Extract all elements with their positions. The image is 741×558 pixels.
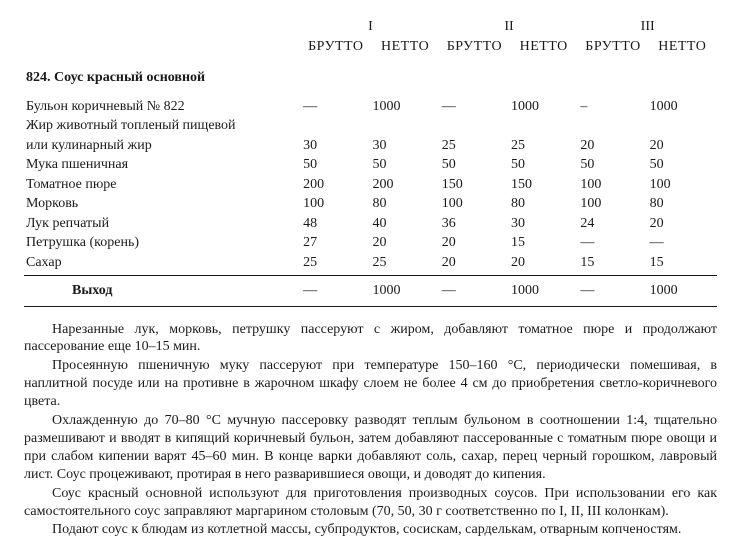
ingredient-value: 200 [301, 175, 370, 195]
yield-value: 1000 [648, 276, 717, 307]
yield-label: Выход [24, 276, 301, 307]
ingredient-value: 50 [370, 155, 439, 175]
recipe-title: 824. Соус красный основной [24, 63, 717, 97]
ingredient-row: Морковь100801008010080 [24, 194, 717, 214]
ingredient-value [578, 116, 647, 136]
ingredient-value: 100 [578, 175, 647, 195]
ingredient-value [440, 116, 509, 136]
instruction-paragraph: Охлажденную до 70–80 °С мучную пассеровк… [24, 412, 717, 484]
instruction-paragraph: Подают соус к блюдам из котлетной массы,… [24, 521, 717, 539]
ingredient-row: Лук репчатый484036302420 [24, 214, 717, 234]
ingredient-value: 15 [578, 253, 647, 276]
ingredient-name: Морковь [24, 194, 301, 214]
ingredient-value [648, 116, 717, 136]
ingredient-value: 80 [370, 194, 439, 214]
ingredient-value: 20 [648, 136, 717, 156]
ingredient-name: Петрушка (корень) [24, 233, 301, 253]
ingredient-row: Жир животный топленый пищевой [24, 116, 717, 136]
ingredient-value: 48 [301, 214, 370, 234]
ingredient-value: 24 [578, 214, 647, 234]
column-header: НЕТТО [509, 37, 578, 64]
ingredient-value: — [648, 233, 717, 253]
ingredient-value: 50 [648, 155, 717, 175]
column-group-2: II [440, 18, 579, 37]
yield-value: — [578, 276, 647, 307]
ingredient-row: Мука пшеничная505050505050 [24, 155, 717, 175]
ingredient-value: 20 [440, 233, 509, 253]
ingredient-name: Лук репчатый [24, 214, 301, 234]
yield-value: — [301, 276, 370, 307]
ingredient-value: 1000 [370, 97, 439, 117]
instruction-paragraph: Соус красный основной используют для при… [24, 485, 717, 521]
ingredient-value: 40 [370, 214, 439, 234]
ingredient-row: Бульон коричневый № 822—1000—1000–1000 [24, 97, 717, 117]
column-header: НЕТТО [648, 37, 717, 64]
ingredient-value: 20 [648, 214, 717, 234]
ingredient-value: 200 [370, 175, 439, 195]
ingredient-value: 50 [440, 155, 509, 175]
ingredient-value: 15 [509, 233, 578, 253]
ingredient-name: Сахар [24, 253, 301, 276]
instruction-paragraph: Просеянную пшеничную муку пассеруют при … [24, 357, 717, 411]
ingredient-value: 100 [301, 194, 370, 214]
recipe-instructions: Нарезанные лук, морковь, петрушку пассер… [24, 321, 717, 540]
column-group-3: III [578, 18, 717, 37]
ingredient-value: 80 [509, 194, 578, 214]
ingredient-value: 100 [440, 194, 509, 214]
ingredient-value [301, 116, 370, 136]
ingredient-row: или кулинарный жир303025252020 [24, 136, 717, 156]
ingredient-value: 100 [648, 175, 717, 195]
ingredient-value [370, 116, 439, 136]
yield-value: — [440, 276, 509, 307]
ingredient-name: или кулинарный жир [24, 136, 301, 156]
ingredient-value: — [578, 233, 647, 253]
ingredient-name: Мука пшеничная [24, 155, 301, 175]
ingredient-value: 50 [301, 155, 370, 175]
yield-value: 1000 [370, 276, 439, 307]
ingredient-row: Петрушка (корень)27202015—— [24, 233, 717, 253]
ingredient-value: 150 [509, 175, 578, 195]
ingredient-name: Жир животный топленый пищевой [24, 116, 301, 136]
ingredient-value: 36 [440, 214, 509, 234]
ingredient-value: 80 [648, 194, 717, 214]
yield-row: Выход—1000—1000—1000 [24, 276, 717, 307]
ingredient-value: 30 [509, 214, 578, 234]
yield-value: 1000 [509, 276, 578, 307]
ingredient-value [509, 116, 578, 136]
column-group-1: I [301, 18, 440, 37]
column-header: БРУТТО [301, 37, 370, 64]
ingredient-value: – [578, 97, 647, 117]
ingredient-value: 150 [440, 175, 509, 195]
ingredient-name: Бульон коричневый № 822 [24, 97, 301, 117]
ingredient-value: 100 [578, 194, 647, 214]
ingredient-value: 25 [440, 136, 509, 156]
ingredient-row: Томатное пюре200200150150100100 [24, 175, 717, 195]
ingredient-value: 30 [301, 136, 370, 156]
column-header: БРУТТО [578, 37, 647, 64]
ingredient-value: 20 [509, 253, 578, 276]
ingredient-value: 20 [370, 233, 439, 253]
ingredient-value: 50 [578, 155, 647, 175]
ingredient-row: Сахар252520201515 [24, 253, 717, 276]
ingredient-value: 25 [370, 253, 439, 276]
column-header: БРУТТО [440, 37, 509, 64]
ingredient-value: 20 [578, 136, 647, 156]
column-header: НЕТТО [370, 37, 439, 64]
ingredient-name: Томатное пюре [24, 175, 301, 195]
ingredient-value: 27 [301, 233, 370, 253]
ingredient-value: 15 [648, 253, 717, 276]
instruction-paragraph: Нарезанные лук, морковь, петрушку пассер… [24, 321, 717, 357]
ingredient-value: 25 [509, 136, 578, 156]
ingredient-value: — [440, 97, 509, 117]
ingredient-value: 50 [509, 155, 578, 175]
ingredient-value: 25 [301, 253, 370, 276]
ingredient-value: 1000 [509, 97, 578, 117]
ingredient-value: — [301, 97, 370, 117]
recipe-table: IIIIIIБРУТТОНЕТТОБРУТТОНЕТТОБРУТТОНЕТТО8… [24, 18, 717, 307]
ingredient-value: 1000 [648, 97, 717, 117]
ingredient-value: 20 [440, 253, 509, 276]
ingredient-value: 30 [370, 136, 439, 156]
